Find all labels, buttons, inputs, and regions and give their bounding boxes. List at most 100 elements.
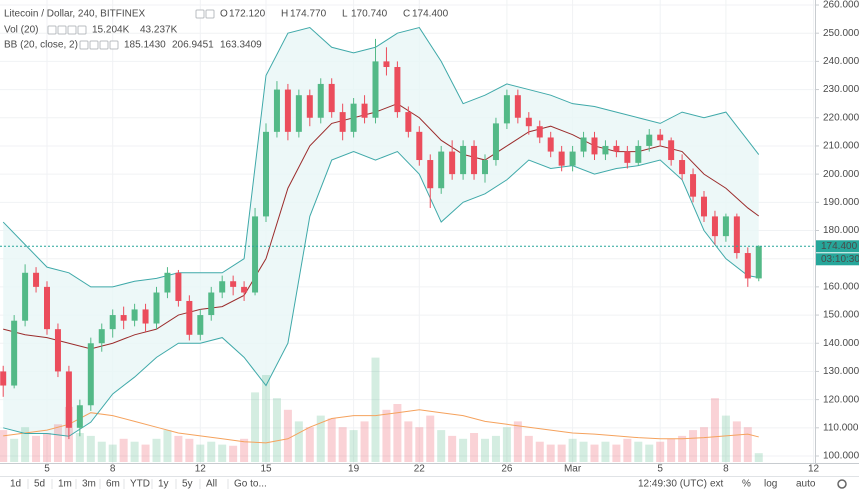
range-button[interactable]: 1y (158, 479, 169, 490)
volume-bar (32, 435, 41, 462)
x-tick-label: 5 (44, 464, 50, 475)
settings-button[interactable] (837, 479, 847, 489)
volume-bar (272, 398, 281, 462)
volume-bar (546, 444, 555, 462)
volume-bar (294, 421, 303, 462)
volume-bar (710, 398, 719, 462)
volume-bar (535, 441, 544, 462)
candle-body (394, 67, 401, 113)
volume-bar (338, 427, 347, 462)
candle-body (525, 117, 532, 127)
candle-body (241, 286, 248, 293)
range-button[interactable]: 1d (10, 479, 21, 490)
y-tick-label: 160.000 (823, 282, 859, 293)
clock: 12:49:30 (UTC) (638, 479, 707, 490)
candle-body (668, 140, 675, 161)
candle-body (339, 112, 346, 132)
range-button[interactable]: 3m (82, 479, 96, 490)
legend-icon[interactable] (47, 25, 57, 35)
range-button[interactable]: 1m (58, 479, 72, 490)
candle-body (755, 246, 762, 279)
volume-bar (590, 444, 599, 462)
volume-bar (163, 430, 172, 462)
y-tick-label: 190.000 (823, 197, 859, 208)
candle-body (98, 329, 105, 344)
legend-icon[interactable] (89, 40, 99, 50)
candle-body (33, 272, 40, 287)
y-tick-label: 260.000 (823, 0, 859, 11)
ohlc-key: L (342, 9, 348, 20)
range-button[interactable]: 5y (182, 479, 193, 490)
legend-icon[interactable] (67, 25, 77, 35)
candle-body (613, 145, 620, 152)
ohlc-key: H (281, 9, 288, 20)
y-tick-label: 220.000 (823, 112, 859, 123)
volume-bar (579, 441, 588, 462)
vol-ma-value: 43.237K (140, 25, 178, 36)
candle-body (492, 123, 499, 161)
candle-body (722, 216, 729, 237)
legend-icon[interactable] (99, 40, 109, 50)
candle-body (109, 315, 116, 330)
bb-middle-value: 185.1430 (124, 40, 166, 51)
range-button[interactable]: YTD (130, 479, 150, 490)
volume-bar (502, 427, 511, 462)
y-tick-label: 100.000 (823, 451, 859, 462)
candle-body (252, 216, 259, 293)
ohlc-value: 170.740 (351, 9, 388, 20)
candle-body (514, 95, 521, 118)
x-tick-label: 19 (348, 464, 360, 475)
volume-bar (743, 427, 752, 462)
countdown-label: 03:10:30 (821, 254, 859, 265)
candle-body (22, 272, 29, 321)
candle-body (711, 216, 718, 237)
option-button[interactable]: ext (710, 479, 724, 490)
candle-body (646, 134, 653, 146)
candle-body (208, 292, 215, 316)
volume-bar (119, 438, 128, 462)
legend-icon[interactable] (57, 25, 67, 35)
x-tick-label: 26 (501, 464, 513, 475)
legend-icon[interactable] (109, 40, 119, 50)
volume-bar (678, 435, 687, 462)
goto-button[interactable]: Go to... (234, 479, 267, 490)
y-tick-label: 240.000 (823, 56, 859, 67)
volume-bar (426, 415, 435, 462)
legend-icon[interactable] (195, 9, 205, 19)
volume-bar (75, 433, 84, 462)
legend-icon[interactable] (77, 25, 87, 35)
volume-bar (689, 430, 698, 462)
candle-body (197, 315, 204, 335)
option-button[interactable]: % (742, 479, 751, 490)
volume-bar (141, 444, 150, 462)
candle-body (679, 160, 686, 175)
volume-bar (218, 444, 227, 462)
candle-body (263, 131, 269, 217)
volume-bar (283, 409, 292, 462)
ohlc-key: O (220, 9, 228, 20)
candle-body (328, 83, 335, 113)
volume-bar (327, 418, 336, 462)
candle-body (482, 160, 488, 175)
option-button[interactable]: log (764, 479, 777, 490)
bb-name: BB (20, close, 2) (4, 40, 78, 51)
volume-bar (251, 392, 260, 462)
ohlc-key: C (403, 9, 410, 20)
volume-bar (721, 415, 730, 462)
option-button[interactable]: auto (796, 479, 816, 490)
volume-bar (415, 427, 424, 462)
bb-lower (3, 150, 759, 437)
volume-bar (667, 438, 676, 462)
volume-bar (240, 438, 249, 462)
bb-upper-value: 206.9451 (172, 40, 214, 51)
candle-body (44, 286, 50, 330)
range-button[interactable]: 5d (34, 479, 45, 490)
volume-bar (481, 438, 489, 462)
range-button[interactable]: All (206, 479, 217, 490)
volume-bar (382, 409, 391, 462)
legend-icon[interactable] (205, 9, 215, 19)
range-button[interactable]: 6m (106, 479, 120, 490)
legend-icon[interactable] (79, 40, 89, 50)
